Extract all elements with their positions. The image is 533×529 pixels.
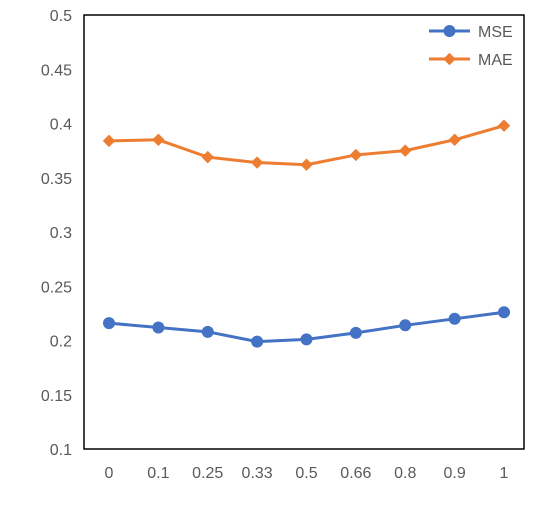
y-tick-label: 0.5 <box>50 8 72 25</box>
data-point-mse <box>448 312 461 325</box>
plot-area-frame <box>83 14 525 450</box>
data-point-mse <box>399 319 412 332</box>
y-tick-label: 0.15 <box>41 388 72 405</box>
data-point-mse <box>152 321 165 334</box>
y-tick-label: 0.35 <box>41 171 72 188</box>
legend: MSE MAE <box>429 24 513 69</box>
legend-label: MAE <box>478 52 513 69</box>
y-axis-tick-labels: 0.1 0.15 0.2 0.25 0.3 0.35 0.4 0.45 0.5 <box>41 8 72 459</box>
y-tick-label: 0.2 <box>50 334 72 351</box>
legend-entry-mae: MAE <box>429 52 513 69</box>
series-mse <box>103 306 510 348</box>
data-point-mae <box>250 156 264 169</box>
data-point-mae <box>349 148 363 162</box>
data-point-mse <box>251 335 264 348</box>
legend-swatch-marker <box>443 52 456 66</box>
legend-swatch-marker <box>443 25 456 37</box>
y-tick-label: 0.1 <box>50 442 72 459</box>
legend-entry-mse: MSE <box>429 24 513 41</box>
x-tick-label: 0.1 <box>147 465 169 482</box>
data-point-mae <box>448 133 461 146</box>
x-tick-label: 1 <box>500 465 509 482</box>
x-tick-label: 0.9 <box>444 465 466 482</box>
x-tick-label: 0 <box>105 465 114 482</box>
x-tick-label: 0.25 <box>192 465 223 482</box>
data-point-mse <box>201 325 214 338</box>
y-tick-label: 0.3 <box>50 225 72 242</box>
data-point-mse <box>300 333 313 346</box>
y-tick-label: 0.25 <box>41 279 72 296</box>
data-point-mse <box>349 326 362 339</box>
x-axis-tick-labels: 0 0.1 0.25 0.33 0.5 0.66 0.8 0.9 1 <box>105 465 509 482</box>
x-tick-label: 0.5 <box>295 465 317 482</box>
series-layer <box>102 119 511 348</box>
x-tick-label: 0.33 <box>242 465 273 482</box>
data-point-mse <box>498 306 510 319</box>
data-point-mae <box>300 158 313 171</box>
y-tick-label: 0.45 <box>41 62 72 79</box>
y-tick-label: 0.4 <box>50 117 72 134</box>
data-point-mse <box>103 317 115 330</box>
x-tick-label: 0.8 <box>394 465 416 482</box>
legend-label: MSE <box>478 24 513 41</box>
x-tick-label: 0.66 <box>340 465 371 482</box>
data-point-mae <box>152 133 165 146</box>
series-mae <box>102 119 511 171</box>
data-point-mae <box>497 119 511 132</box>
data-point-mae <box>201 150 214 164</box>
data-point-mae <box>102 134 116 148</box>
data-point-mae <box>399 144 412 157</box>
